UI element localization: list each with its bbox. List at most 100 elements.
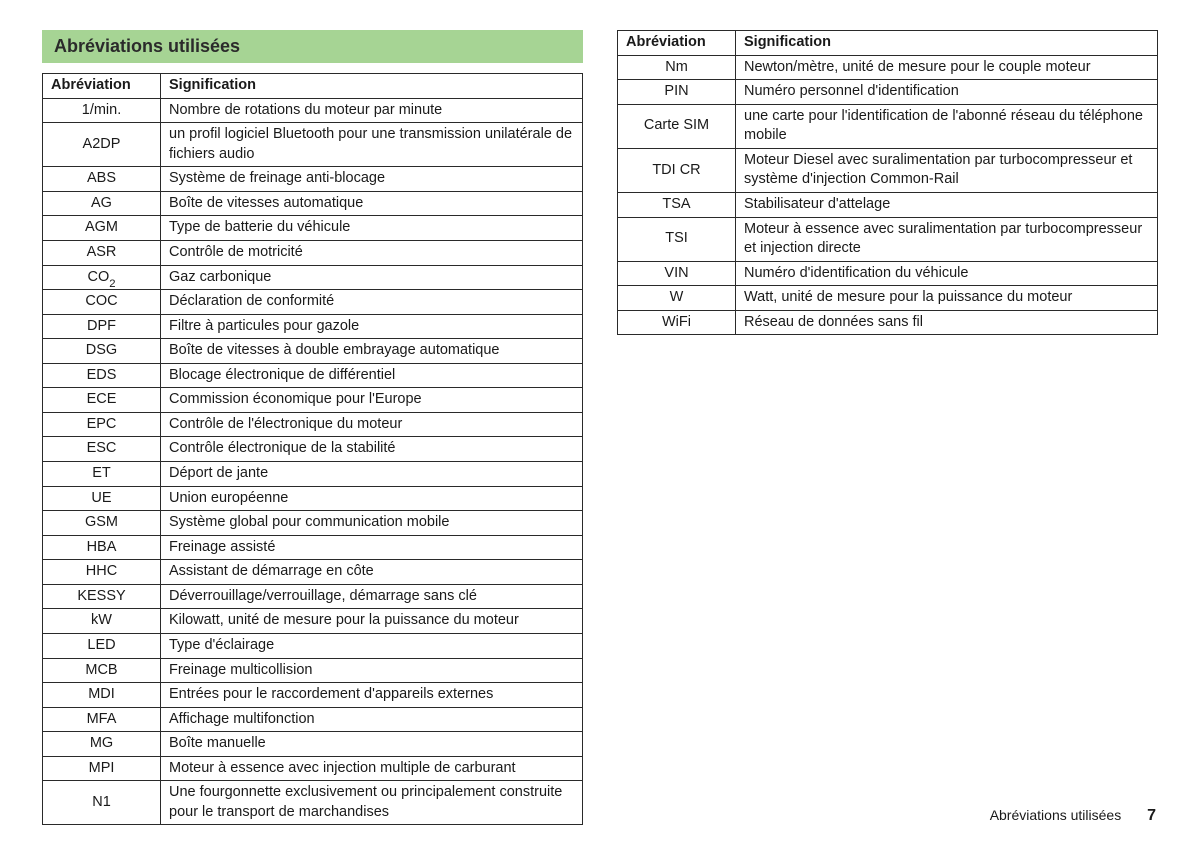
sig-cell: Système de freinage anti-blocage [161,167,583,192]
abbr-cell: VIN [618,261,736,286]
sig-cell: Assistant de démarrage en côte [161,560,583,585]
table-row: LEDType d'éclairage [43,633,583,658]
table-row: N1Une fourgonnette exclusivement ou prin… [43,781,583,825]
table-row: Carte SIMune carte pour l'identification… [618,104,1158,148]
abbr-cell: MPI [43,756,161,781]
sig-cell: Boîte manuelle [161,732,583,757]
table-row: ESCContrôle électronique de la stabilité [43,437,583,462]
table-row: NmNewton/mètre, unité de mesure pour le … [618,55,1158,80]
sig-cell: Numéro personnel d'identification [736,80,1158,105]
table-row: ABSSystème de freinage anti-blocage [43,167,583,192]
page-number: 7 [1147,807,1156,824]
abbr-cell: LED [43,633,161,658]
abbreviations-table-left: Abréviation Signification 1/min.Nombre d… [42,73,583,825]
table-row: TSIMoteur à essence avec suralimentation… [618,217,1158,261]
page: Abréviations utilisées Abréviation Signi… [0,0,1200,845]
table-row: WWatt, unité de mesure pour la puissance… [618,286,1158,311]
abbr-cell: EDS [43,363,161,388]
sig-cell: Contrôle électronique de la stabilité [161,437,583,462]
sig-cell: Déverrouillage/verrouillage, démarrage s… [161,584,583,609]
sig-cell: Stabilisateur d'attelage [736,192,1158,217]
table-row: COCDéclaration de conformité [43,290,583,315]
table-row: CO2Gaz carbonique [43,265,583,290]
abbr-cell: HHC [43,560,161,585]
table-row: HHCAssistant de démarrage en côte [43,560,583,585]
table-row: kWKilowatt, unité de mesure pour la puis… [43,609,583,634]
abbr-cell: MG [43,732,161,757]
col-header-abbr: Abréviation [43,74,161,99]
sig-cell: Freinage multicollision [161,658,583,683]
table-row: MFAAffichage multifonction [43,707,583,732]
sig-cell: Moteur à essence avec injection multiple… [161,756,583,781]
abbr-cell: A2DP [43,123,161,167]
table-row: VINNuméro d'identification du véhicule [618,261,1158,286]
right-column: Abréviation Signification NmNewton/mètre… [617,30,1158,825]
table-row: UEUnion européenne [43,486,583,511]
sig-cell: Boîte de vitesses automatique [161,191,583,216]
table-header-row: Abréviation Signification [43,74,583,99]
table-row: PINNuméro personnel d'identification [618,80,1158,105]
sig-cell: Gaz carbonique [161,265,583,290]
table-row: A2DPun profil logiciel Bluetooth pour un… [43,123,583,167]
abbr-cell: ECE [43,388,161,413]
abbr-cell: Nm [618,55,736,80]
table-row: GSMSystème global pour communication mob… [43,511,583,536]
abbr-cell: DPF [43,314,161,339]
sig-cell: Watt, unité de mesure pour la puissance … [736,286,1158,311]
sig-cell: Contrôle de l'électronique du moteur [161,412,583,437]
abbr-cell: AGM [43,216,161,241]
left-column: Abréviations utilisées Abréviation Signi… [42,30,583,825]
sig-cell: un profil logiciel Bluetooth pour une tr… [161,123,583,167]
sig-cell: Boîte de vitesses à double embrayage aut… [161,339,583,364]
abbr-cell: TSI [618,217,736,261]
sig-cell: Une fourgonnette exclusivement ou princi… [161,781,583,825]
abbr-cell: ESC [43,437,161,462]
sig-cell: Blocage électronique de différentiel [161,363,583,388]
table-header-row: Abréviation Signification [618,31,1158,56]
abbr-cell: PIN [618,80,736,105]
table-row: ETDéport de jante [43,462,583,487]
table-row: MCBFreinage multicollision [43,658,583,683]
table-row: KESSYDéverrouillage/verrouillage, démarr… [43,584,583,609]
table-row: TDI CRMoteur Diesel avec suralimentation… [618,148,1158,192]
sig-cell: Réseau de données sans fil [736,310,1158,335]
footer-label: Abréviations utilisées [990,807,1122,823]
table-row: WiFiRéseau de données sans fil [618,310,1158,335]
sig-cell: Freinage assisté [161,535,583,560]
sig-cell: Numéro d'identification du véhicule [736,261,1158,286]
sig-cell: Union européenne [161,486,583,511]
abbr-cell: CO2 [43,265,161,290]
sig-cell: Déclaration de conformité [161,290,583,315]
col-header-abbr: Abréviation [618,31,736,56]
sig-cell: Type d'éclairage [161,633,583,658]
abbr-cell: KESSY [43,584,161,609]
table-row: DPFFiltre à particules pour gazole [43,314,583,339]
sig-cell: Contrôle de motricité [161,240,583,265]
abbr-cell: W [618,286,736,311]
abbr-cell: AG [43,191,161,216]
abbr-cell: N1 [43,781,161,825]
abbr-cell: UE [43,486,161,511]
sig-cell: Newton/mètre, unité de mesure pour le co… [736,55,1158,80]
sig-cell: Affichage multifonction [161,707,583,732]
sig-cell: Filtre à particules pour gazole [161,314,583,339]
abbr-cell: HBA [43,535,161,560]
abbr-cell: ASR [43,240,161,265]
abbr-cell: COC [43,290,161,315]
abbr-cell: 1/min. [43,98,161,123]
sig-cell: Kilowatt, unité de mesure pour la puissa… [161,609,583,634]
sig-cell: Commission économique pour l'Europe [161,388,583,413]
table-row: EDSBlocage électronique de différentiel [43,363,583,388]
abbr-cell: WiFi [618,310,736,335]
table-row: DSGBoîte de vitesses à double embrayage … [43,339,583,364]
sig-cell: Nombre de rotations du moteur par minute [161,98,583,123]
table-row: MPIMoteur à essence avec injection multi… [43,756,583,781]
sig-cell: Moteur à essence avec suralimentation pa… [736,217,1158,261]
two-column-layout: Abréviations utilisées Abréviation Signi… [42,30,1158,825]
abbr-cell: ABS [43,167,161,192]
table-row: 1/min.Nombre de rotations du moteur par … [43,98,583,123]
abbr-cell: MCB [43,658,161,683]
table-row: MGBoîte manuelle [43,732,583,757]
table-row: ECECommission économique pour l'Europe [43,388,583,413]
abbr-cell: GSM [43,511,161,536]
